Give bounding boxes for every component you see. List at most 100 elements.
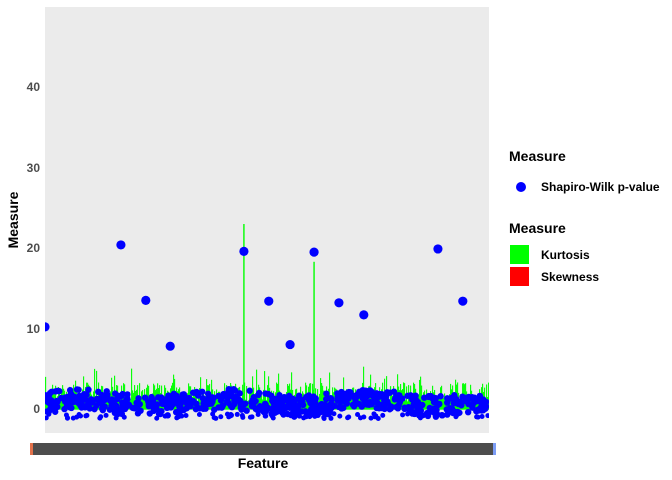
shapiro-outlier-point <box>309 247 319 257</box>
shapiro-outlier-point <box>116 240 126 250</box>
shapiro-point <box>391 396 399 403</box>
kurtosis-spike <box>488 382 489 410</box>
shapiro-point <box>150 400 158 408</box>
shapiro-point <box>99 406 107 414</box>
shapiro-point <box>109 403 117 410</box>
shapiro-point <box>45 415 49 421</box>
shapiro-point <box>270 404 277 411</box>
kurtosis-spike <box>320 378 322 410</box>
shapiro-point <box>145 402 153 410</box>
shapiro-point <box>262 390 269 397</box>
kurtosis-spike <box>477 400 479 410</box>
shapiro-point <box>480 403 488 411</box>
shapiro-point <box>262 413 268 419</box>
shapiro-point <box>342 390 349 397</box>
shapiro-point <box>136 400 143 408</box>
shapiro-point <box>321 401 329 408</box>
kurtosis-spike <box>278 373 280 410</box>
shapiro-point <box>284 402 291 410</box>
kurtosis-spike <box>183 401 185 410</box>
shapiro-point <box>485 413 489 419</box>
shapiro-point <box>218 414 224 420</box>
shapiro-point <box>228 392 235 400</box>
shapiro-point <box>181 392 188 399</box>
shapiro-point <box>121 414 127 420</box>
shapiro-point <box>126 402 133 409</box>
shapiro-point <box>199 388 206 395</box>
square-swatch-icon <box>510 267 529 286</box>
shapiro-point <box>303 414 309 420</box>
shapiro-point <box>396 399 404 406</box>
shapiro-point <box>404 392 411 399</box>
y-tick-label: 40 <box>26 80 40 95</box>
shapiro-point <box>54 398 61 405</box>
kurtosis-spike <box>143 398 145 410</box>
shapiro-point <box>292 412 298 418</box>
shapiro-point <box>176 414 182 420</box>
kurtosis-spike <box>429 398 431 410</box>
shapiro-point <box>226 414 232 420</box>
kurtosis-spike <box>131 368 133 410</box>
kurtosis-spike <box>442 395 444 410</box>
kurtosis-spike <box>391 390 393 410</box>
kurtosis-spike <box>132 390 134 410</box>
shapiro-point <box>400 412 406 418</box>
kurtosis-spike <box>420 376 422 410</box>
shapiro-point <box>158 396 166 403</box>
legend-title: Measure <box>509 220 566 236</box>
shapiro-point <box>359 386 366 394</box>
shapiro-point <box>54 403 61 411</box>
shapiro-point <box>387 405 395 412</box>
shapiro-point <box>425 392 432 400</box>
shapiro-point <box>211 415 217 421</box>
kurtosis-spike <box>457 382 459 410</box>
shapiro-point <box>176 403 183 410</box>
shapiro-point <box>462 394 470 401</box>
shapiro-point <box>380 412 386 418</box>
shapiro-point <box>66 404 74 411</box>
shapiro-point <box>350 403 358 410</box>
shapiro-point <box>52 408 59 415</box>
shapiro-point <box>393 403 400 411</box>
shapiro-point <box>218 404 225 411</box>
kurtosis-spike <box>329 372 331 410</box>
shapiro-point <box>375 416 381 422</box>
kurtosis-spike <box>425 396 427 410</box>
shapiro-point <box>74 395 81 403</box>
kurtosis-spike <box>264 371 266 410</box>
legend-item-label: Skewness <box>541 269 600 284</box>
kurtosis-spike <box>217 398 219 410</box>
square-swatch-icon <box>510 245 529 264</box>
shapiro-point <box>368 415 374 421</box>
shapiro-point <box>54 387 61 395</box>
shapiro-point <box>328 415 334 421</box>
y-tick-label: 30 <box>26 160 40 175</box>
kurtosis-spike <box>55 385 57 410</box>
shapiro-point <box>334 390 341 397</box>
shapiro-point <box>119 390 126 398</box>
shapiro-outlier-point <box>433 244 443 254</box>
shapiro-point <box>46 411 52 417</box>
shapiro-point <box>154 415 160 421</box>
shapiro-point <box>73 386 81 393</box>
kurtosis-spike <box>322 385 324 410</box>
shapiro-point <box>86 405 93 412</box>
legend-title: Measure <box>509 148 566 164</box>
shapiro-outlier-point <box>45 322 50 332</box>
kurtosis-spike <box>133 392 135 410</box>
shapiro-point <box>248 399 256 406</box>
shapiro-point <box>373 404 380 412</box>
legend-shapiro-wilk: Measure Shapiro-Wilk p-value <box>509 148 660 197</box>
shapiro-point <box>256 403 264 410</box>
x-axis-label-band <box>30 443 496 455</box>
shapiro-point <box>447 406 454 413</box>
shapiro-point <box>247 414 253 420</box>
shapiro-point <box>337 413 343 419</box>
x-axis-title: Feature <box>237 455 289 471</box>
kurtosis-spike <box>46 400 48 410</box>
kurtosis-spike <box>443 397 445 410</box>
kurtosis-spike <box>111 377 113 410</box>
shapiro-point <box>264 404 272 412</box>
shapiro-point <box>85 386 92 393</box>
